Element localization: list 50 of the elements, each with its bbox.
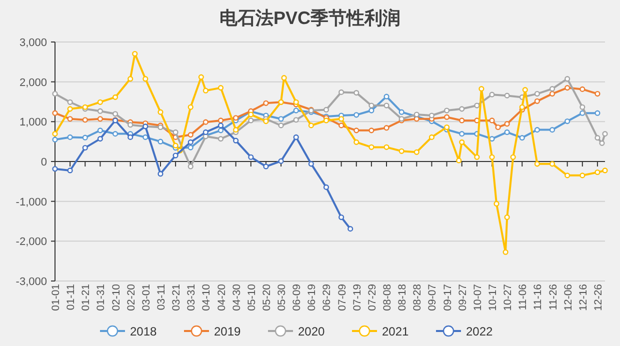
y-tick-label: -1,000 bbox=[16, 196, 47, 208]
x-tick-label: 01-21 bbox=[80, 284, 92, 311]
x-tick-label: 12-06 bbox=[562, 284, 574, 311]
legend-label: 2020 bbox=[298, 324, 326, 338]
legend-label: 2019 bbox=[214, 324, 242, 338]
x-tick-label: 09-17 bbox=[442, 284, 454, 311]
y-tick-label: -2,000 bbox=[16, 236, 47, 248]
x-tick-label: 06-29 bbox=[321, 284, 334, 311]
x-tick-label: 04-20 bbox=[216, 284, 228, 311]
y-tick-label: 0 bbox=[40, 156, 47, 168]
x-tick-label: 02-20 bbox=[125, 284, 138, 311]
x-tick-label: 07-19 bbox=[351, 284, 364, 311]
x-tick-label: 07-29 bbox=[366, 284, 378, 311]
x-tick-label: 04-10 bbox=[200, 284, 213, 311]
x-tick-label: 04-30 bbox=[230, 284, 243, 311]
x-tick-label: 06-19 bbox=[306, 284, 318, 311]
x-tick-label: 11-26 bbox=[547, 284, 560, 310]
x-tick-label: 10-17 bbox=[486, 284, 499, 311]
x-tick-label: 03-01 bbox=[140, 284, 152, 311]
legend-label: 2021 bbox=[382, 324, 410, 338]
x-tick-label: 06-09 bbox=[291, 284, 304, 311]
x-tick-label: 10-27 bbox=[502, 284, 514, 311]
x-tick-label: 03-31 bbox=[186, 284, 198, 311]
x-tick-label: 10-07 bbox=[472, 284, 484, 311]
y-tick-label: 1,000 bbox=[19, 116, 47, 129]
y-tick-label: -3,000 bbox=[16, 276, 47, 288]
x-tick-label: 08-08 bbox=[382, 284, 394, 311]
x-tick-label: 05-10 bbox=[246, 284, 258, 311]
x-tick-label: 09-07 bbox=[426, 284, 439, 311]
x-tick-label: 12-26 bbox=[592, 284, 604, 311]
x-tick-label: 01-11 bbox=[65, 284, 78, 310]
x-tick-label: 09-27 bbox=[456, 284, 469, 311]
chart-title: 电石法PVC季节性利润 bbox=[219, 8, 401, 28]
x-tick-label: 01-31 bbox=[95, 284, 108, 311]
x-tick-label: 02-10 bbox=[110, 284, 122, 311]
x-tick-label: 08-18 bbox=[396, 284, 409, 311]
legend-label: 2022 bbox=[466, 324, 494, 338]
x-tick-label: 01-01 bbox=[50, 284, 62, 311]
x-tick-label: 12-16 bbox=[577, 284, 590, 311]
x-tick-label: 07-09 bbox=[336, 284, 348, 311]
x-tick-label: 05-20 bbox=[260, 284, 273, 311]
y-tick-label: 2,000 bbox=[19, 76, 47, 89]
x-tick-label: 11-16 bbox=[532, 284, 544, 310]
x-tick-label: 03-21 bbox=[170, 284, 183, 311]
x-tick-label: 05-30 bbox=[276, 284, 288, 311]
x-tick-label: 08-28 bbox=[412, 284, 424, 311]
y-tick-label: 3,000 bbox=[19, 37, 47, 49]
x-tick-label: 03-11 bbox=[155, 284, 168, 310]
x-tick-label: 11-06 bbox=[517, 284, 530, 310]
legend-label: 2018 bbox=[130, 324, 158, 338]
